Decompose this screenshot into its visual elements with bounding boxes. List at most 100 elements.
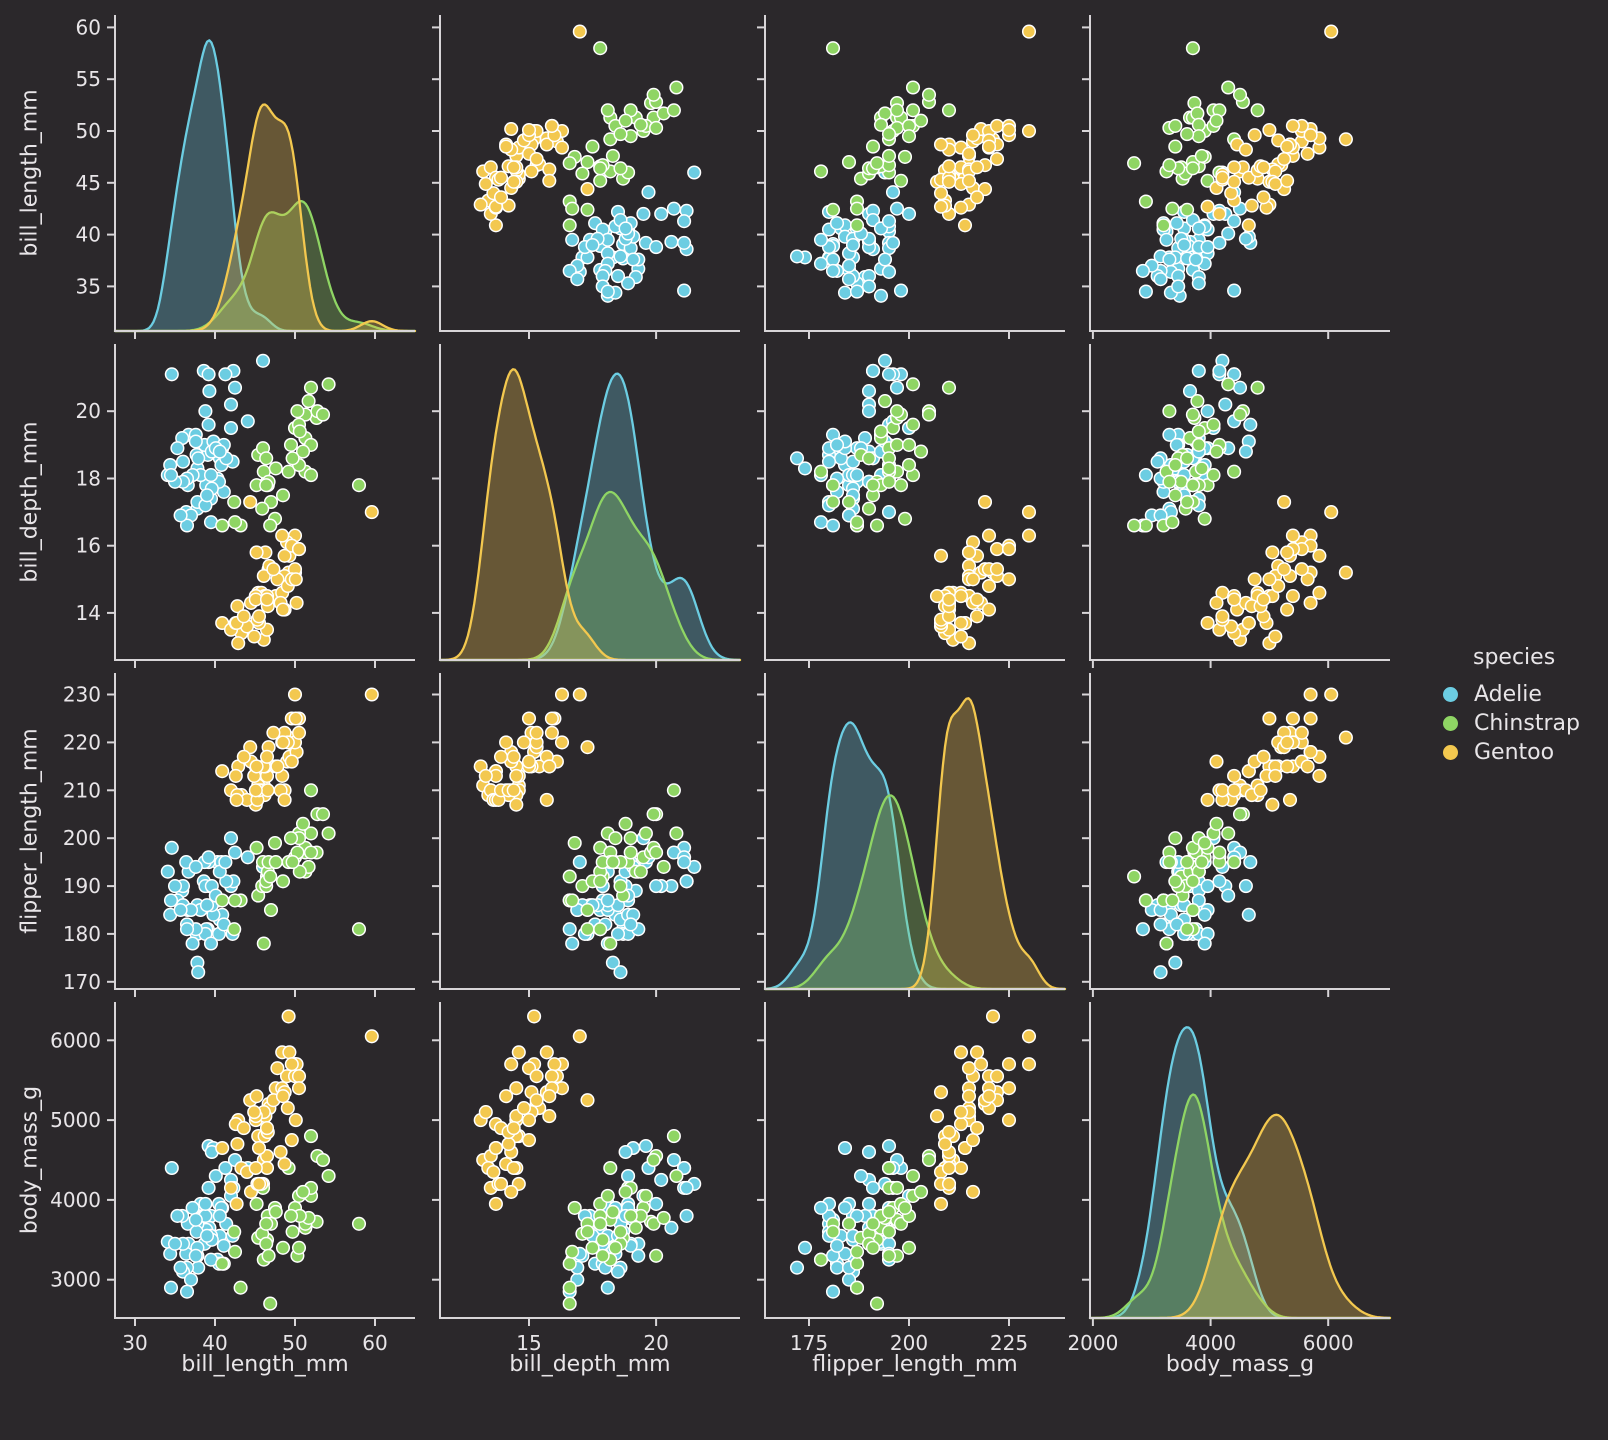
data-point [1238,142,1253,157]
data-point [797,1240,813,1255]
data-point [275,1240,291,1255]
kde-fill-gentoo [765,698,1065,989]
data-point [259,1216,274,1231]
data-point [666,783,681,798]
scatter-adelie [789,165,917,303]
data-point [600,284,615,299]
data-point [521,1113,537,1128]
legend-item-label: Adelie [1474,682,1542,707]
data-point [542,1089,557,1104]
data-point [646,87,661,102]
data-point [567,835,582,851]
data-point [656,1210,671,1225]
data-point [849,218,865,233]
data-point [1265,797,1280,812]
data-point [268,1204,283,1219]
data-point [183,1272,199,1287]
data-point [227,515,243,530]
data-point [163,893,179,908]
data-point [478,768,493,783]
data-point [544,1069,559,1084]
data-point [542,759,557,774]
scatter-gentoo [1200,494,1353,651]
data-point [989,1069,1005,1084]
data-point [1135,922,1150,937]
data-point [885,185,901,200]
data-point [881,1224,897,1239]
x-axis-label-bill-depth: bill_depth_mm [509,1352,671,1377]
data-point [600,893,615,908]
data-point [529,1093,544,1108]
data-point [218,855,233,870]
data-point [969,592,985,607]
data-point [504,1184,519,1199]
data-point [249,840,264,855]
panel-body_mass_g-vs-flipper_length_mm: 175 200 225 [757,1002,1065,1355]
legend-title: species [1473,645,1556,670]
data-point [259,478,274,493]
data-point [889,201,905,216]
data-point [572,1029,587,1044]
data-point [913,444,929,459]
data-point [236,609,251,624]
data-point [173,902,188,918]
data-point [493,749,509,764]
data-point [613,879,628,894]
scatter-chinstrap [215,783,367,951]
data-point [813,164,829,179]
data-point [1180,922,1195,937]
data-point [981,1089,997,1104]
data-point [486,1164,501,1180]
data-point [248,783,263,798]
data-point [841,494,857,510]
data-point [1185,478,1200,493]
data-point [613,127,628,142]
data-point [501,1136,516,1152]
data-point [969,1121,985,1136]
data-point [287,687,303,702]
data-point [1232,807,1248,822]
y-axis-label-bill-depth: bill_depth_mm [17,421,43,583]
data-point [1159,936,1174,951]
data-point [179,1284,195,1299]
panel-flipper_length_mm-vs-bill_depth_mm [432,673,740,997]
data-point [973,1057,989,1072]
data-point [897,511,913,526]
data-point [961,173,977,188]
data-point [291,725,307,740]
y-tick-label: 55 [76,67,101,91]
data-point [1221,80,1236,95]
data-point [321,1168,336,1184]
data-point [473,197,488,212]
scatter-chinstrap [1127,377,1265,533]
data-point [249,1196,264,1211]
data-point [493,190,509,205]
data-point [160,864,175,879]
data-point [849,1256,865,1271]
data-point [638,1138,653,1154]
kde-fill-gentoo [115,104,415,331]
data-point [1256,749,1271,764]
data-point [247,1105,262,1120]
data-point [933,548,949,563]
data-point [1156,218,1171,233]
x-tick-label: 15 [516,1331,541,1355]
data-point [259,592,275,607]
data-point [295,816,311,831]
data-point [1227,464,1242,479]
data-point [600,1188,615,1203]
data-point [873,424,889,439]
axis-spines [439,673,740,990]
data-point [1001,542,1017,557]
data-point [1303,128,1318,143]
y-tick-label: 40 [76,223,101,247]
data-point [1162,252,1177,267]
data-point [283,1208,299,1223]
kde-fill-chinstrap [1090,1094,1390,1318]
data-point [977,494,993,510]
data-point [845,237,861,253]
data-point [562,922,577,937]
data-point [933,186,949,201]
data-point [236,749,251,764]
data-point [837,1140,853,1156]
